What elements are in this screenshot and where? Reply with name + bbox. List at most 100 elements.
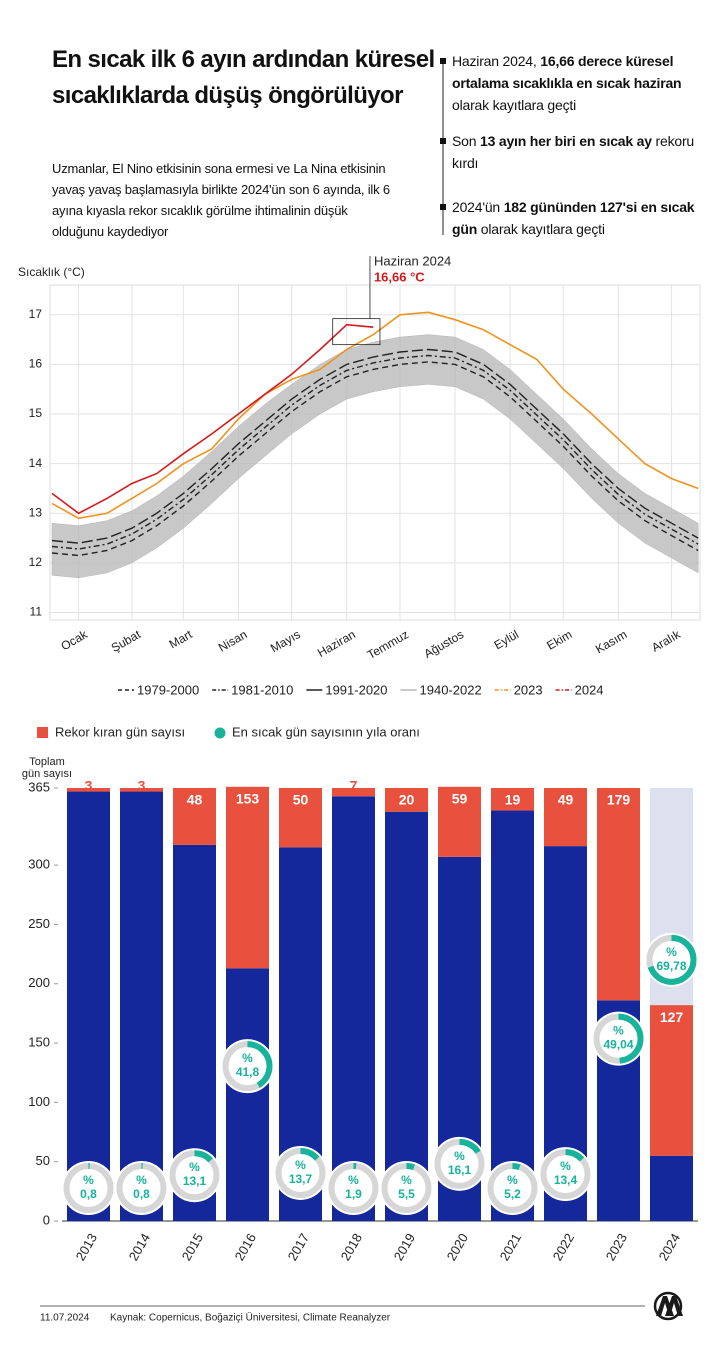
- x-tick-label: Temmuz: [365, 627, 411, 662]
- bar-segment: [650, 1005, 693, 1156]
- highlight: 2024'ün 182 gününden 127'si en sıcak gün…: [452, 196, 714, 240]
- highlight: Son 13 ayın her biri en sıcak ay rekoru …: [452, 130, 714, 174]
- donut-arc: [434, 1138, 485, 1189]
- series-line: [51, 348, 699, 544]
- donut-arc: [116, 1163, 167, 1213]
- data-label: 153: [236, 791, 260, 807]
- x-tick-label: Şubat: [109, 627, 144, 655]
- bar-segment: [332, 788, 375, 797]
- band: [51, 334, 699, 579]
- highlight-text: rekoru kırdı: [452, 133, 695, 171]
- x-tick-label: 2018: [338, 1231, 365, 1264]
- series-line: [51, 354, 699, 550]
- donut-arc: [540, 1149, 591, 1200]
- ratio-label: % 1,9: [345, 1173, 362, 1201]
- ratio-label: % 49,04: [603, 1024, 633, 1052]
- bullet: [440, 138, 446, 144]
- x-tick-label: 2015: [179, 1231, 206, 1264]
- bullet: [440, 204, 446, 210]
- legend-label: Rekor kıran gün sayısı: [55, 724, 185, 739]
- highlight-text: 16,66 derece küresel ortalama sıcaklıkla…: [452, 53, 682, 91]
- ratio-label: % 5,2: [504, 1173, 521, 1201]
- data-label: 49: [558, 792, 574, 808]
- donut-arc: [222, 1041, 273, 1092]
- y-axis-label: Toplam gün sayısı: [22, 756, 72, 780]
- x-tick-label: Eylül: [492, 627, 522, 652]
- x-tick-label: 2022: [550, 1231, 577, 1264]
- subtitle: Uzmanlar, El Nino etkisinin sona ermesi …: [52, 161, 390, 239]
- bar-segment: [173, 788, 216, 845]
- highlight: Haziran 2024, 16,66 derece küresel ortal…: [452, 50, 714, 116]
- data-label: 179: [607, 792, 631, 808]
- y-tick-label: 15: [29, 406, 43, 420]
- ratio-label: % 13,7: [289, 1158, 313, 1186]
- legend-label: 1979-2000: [137, 682, 199, 697]
- data-label: 19: [505, 792, 521, 808]
- annotation-label: 16,66 °C: [374, 269, 425, 284]
- y-tick-label: 300: [28, 857, 50, 872]
- x-tick-label: 2016: [232, 1231, 259, 1264]
- donut-arc: [275, 1147, 326, 1198]
- ratio-label: % 69,78: [656, 945, 686, 973]
- legend-swatch: [37, 727, 48, 738]
- highlight-text: 2024'ün: [452, 199, 504, 215]
- data-label: 50: [293, 792, 309, 808]
- y-tick-label: 17: [29, 307, 43, 321]
- y-tick-label: 100: [28, 1094, 50, 1109]
- bar-segment: [544, 788, 587, 847]
- highlight-text: 13 ayın her biri en sıcak ay: [480, 133, 652, 149]
- highlight-text: olarak kayıtlara geçti: [452, 97, 576, 113]
- bar-segment: [385, 788, 428, 812]
- ratio-label: % 13,1: [183, 1160, 207, 1188]
- legend-label: 1981-2010: [231, 682, 293, 697]
- x-tick-label: Mayıs: [268, 627, 303, 655]
- x-tick-label: Ekim: [544, 627, 574, 652]
- data-label: 127: [660, 1009, 684, 1025]
- plot-area: [49, 284, 701, 621]
- y-tick-label: 11: [30, 605, 43, 619]
- data-label: 3: [85, 778, 93, 794]
- x-tick-label: 2021: [497, 1231, 524, 1264]
- highlight-text: olarak kayıtlara geçti: [477, 221, 605, 237]
- logo: [653, 1291, 683, 1321]
- series-line: [51, 361, 699, 557]
- x-tick-label: Aralık: [649, 627, 683, 655]
- highlight-text: Son: [452, 133, 480, 149]
- bar-segment: [438, 786, 481, 857]
- data-label: 7: [350, 778, 358, 794]
- x-tick-label: Ocak: [58, 627, 90, 654]
- donut-arc: [169, 1150, 220, 1201]
- bar-segment: [67, 791, 110, 1221]
- x-tick-label: Kasım: [593, 627, 629, 656]
- donut-arc: [646, 934, 697, 985]
- y-tick-label: 12: [29, 555, 43, 569]
- y-axis-label: Sıcaklık (°C): [18, 265, 85, 279]
- bar-segment: [279, 788, 322, 848]
- x-tick-label: 2023: [603, 1231, 630, 1264]
- highlight-text: Haziran 2024,: [452, 53, 541, 69]
- bar-segment: [67, 788, 110, 792]
- ratio-label: % 0,8: [80, 1173, 97, 1201]
- y-tick-label: 250: [28, 916, 50, 931]
- y-tick-label: 14: [29, 456, 43, 470]
- footer-source: Kaynak: Copernicus, Boğaziçi Üniversites…: [110, 1312, 391, 1324]
- footer-date: 11.07.2024: [40, 1313, 90, 1324]
- bar-segment: [120, 791, 163, 1221]
- legend-label: 2024: [575, 682, 604, 697]
- donut-arc: [593, 1013, 644, 1064]
- x-tick-label: 2019: [391, 1231, 418, 1264]
- x-tick-label: 2017: [285, 1231, 312, 1264]
- donut-arc: [381, 1163, 432, 1213]
- annotation-text: Haziran 2024: [374, 253, 451, 268]
- bar-segment: [491, 810, 534, 1221]
- donut-arc: [328, 1163, 379, 1213]
- y-tick-label: 150: [28, 1034, 50, 1049]
- data-label: 48: [187, 792, 203, 808]
- x-tick-label: 2014: [126, 1231, 153, 1264]
- x-tick-label: 2020: [444, 1231, 471, 1264]
- donut-arc: [487, 1163, 538, 1213]
- data-label: 59: [452, 791, 468, 807]
- ratio-label: % 5,5: [398, 1173, 415, 1201]
